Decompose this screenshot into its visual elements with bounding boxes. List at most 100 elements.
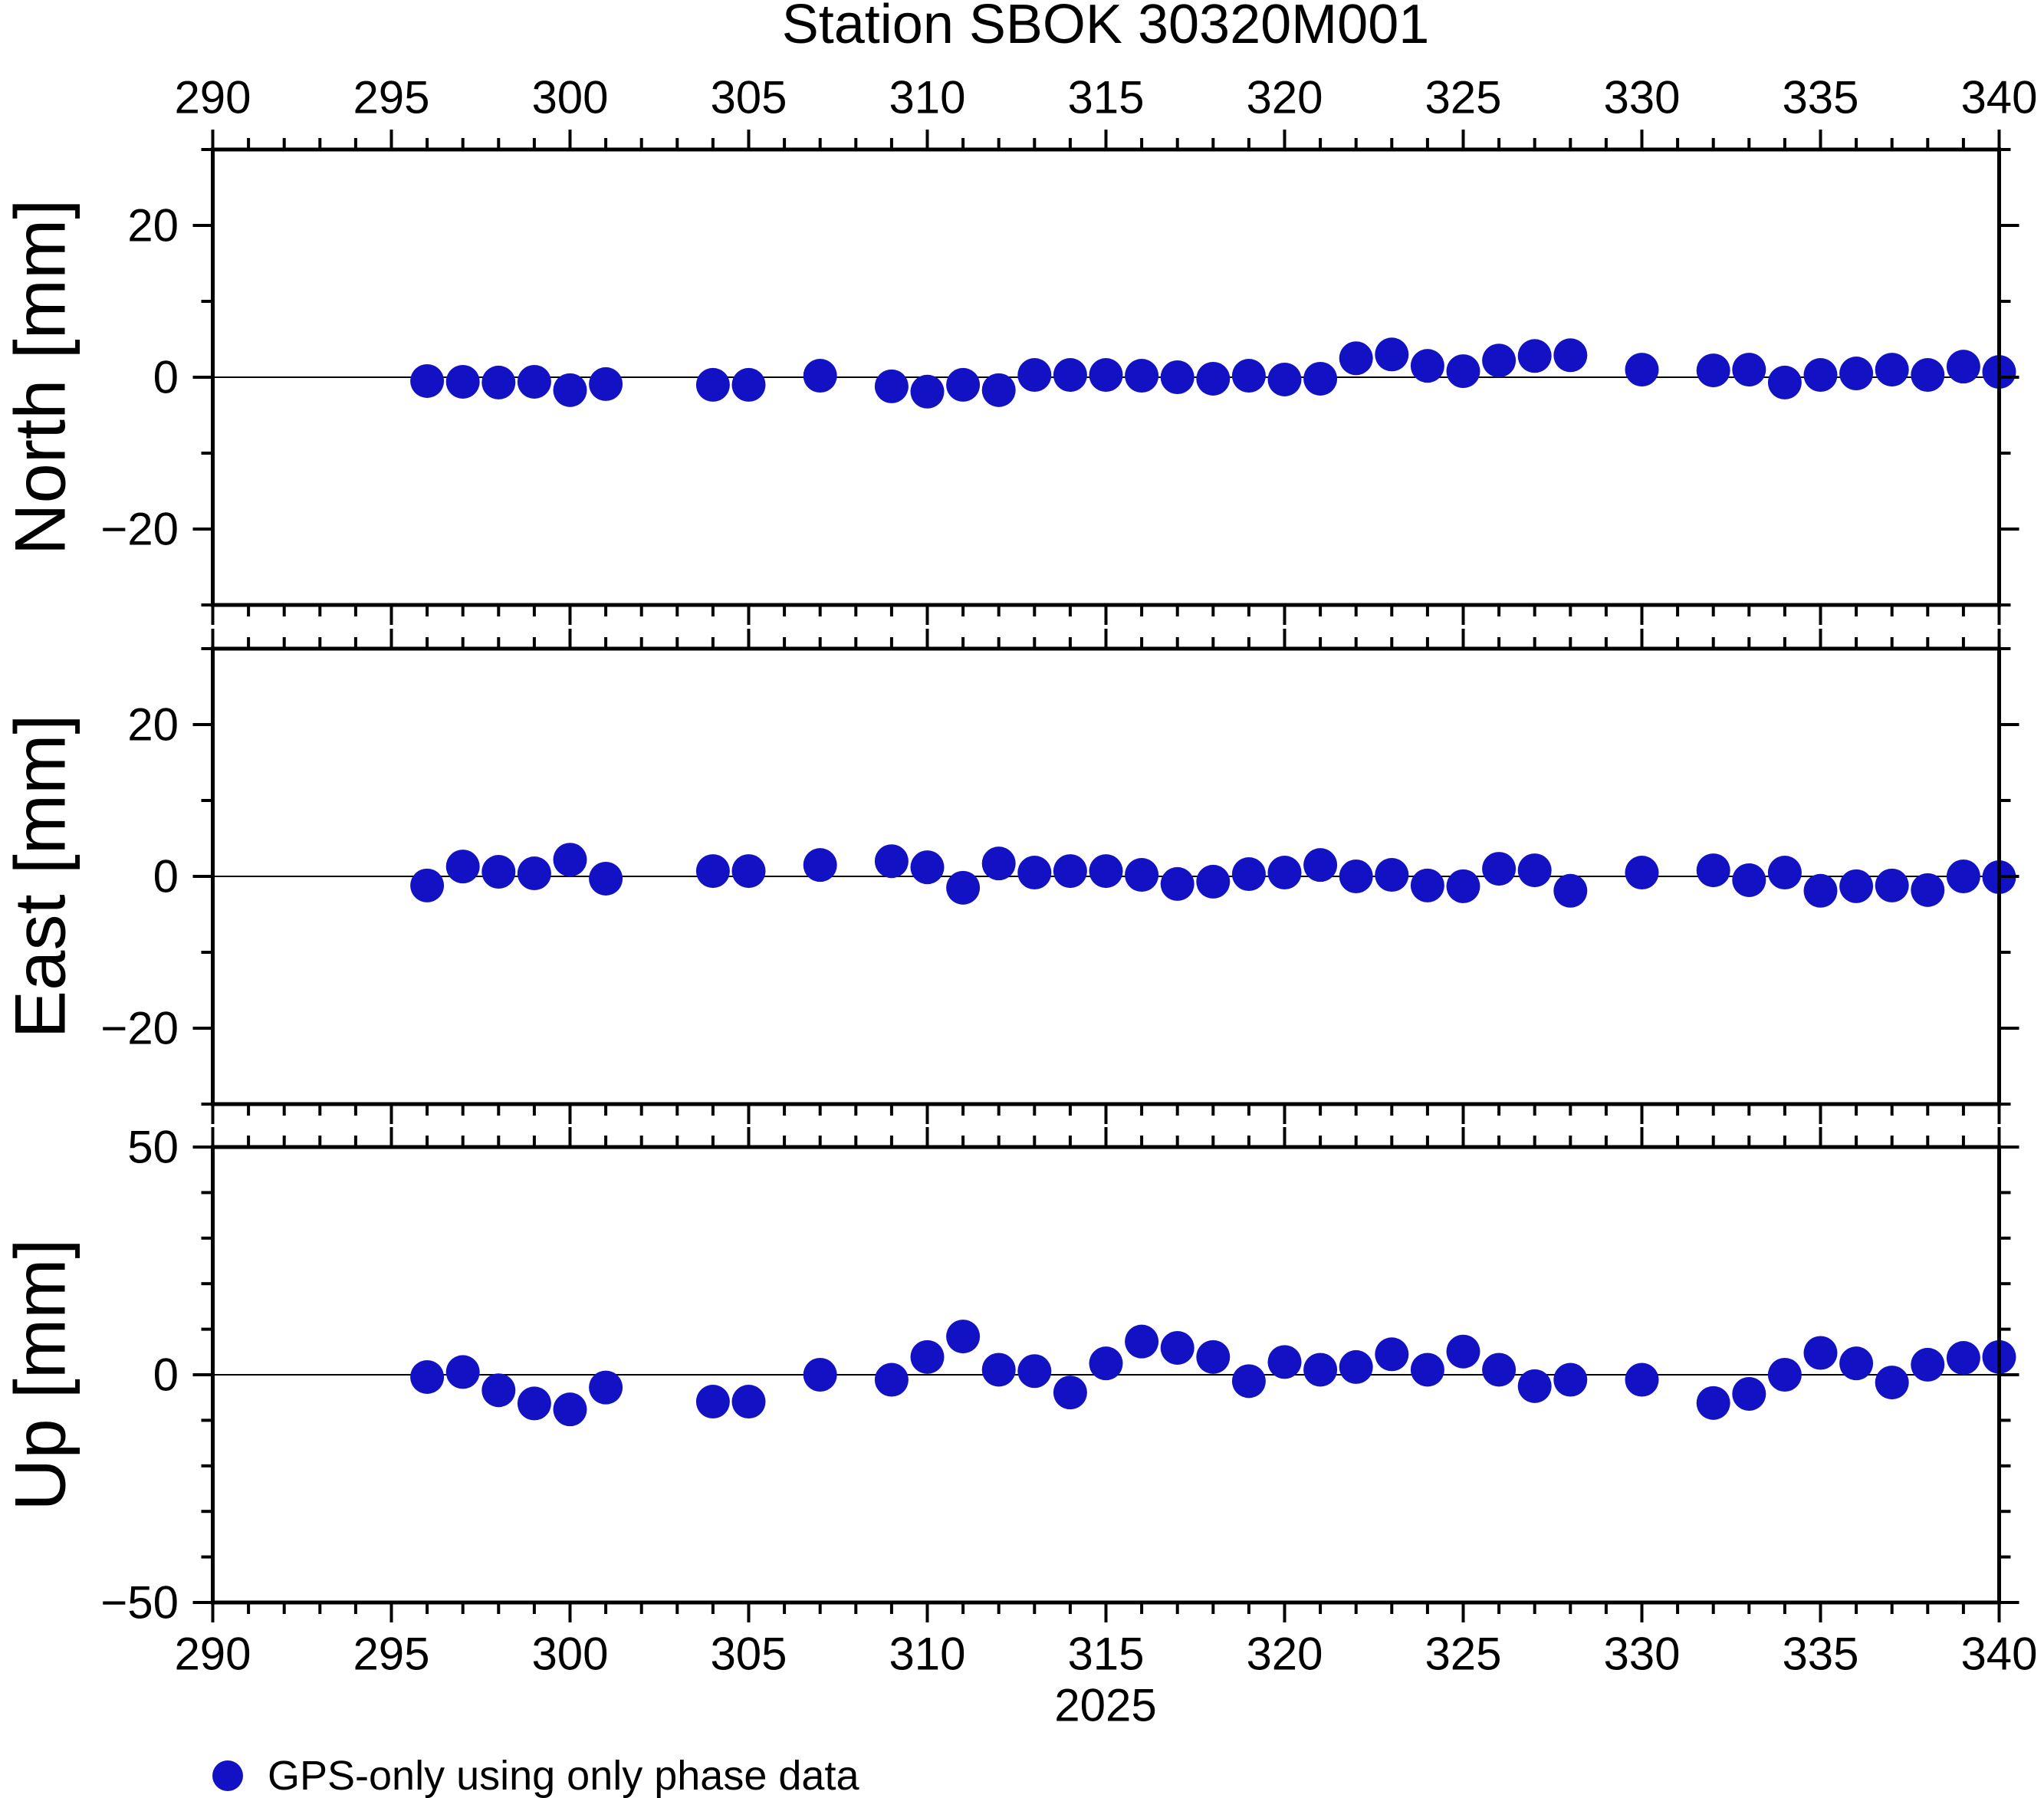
data-point xyxy=(1946,350,1980,384)
data-point xyxy=(1767,1358,1802,1392)
x-tick-label-bottom: 290 xyxy=(174,1629,251,1680)
data-point xyxy=(1231,1364,1266,1399)
y-axis-label-north: North [mm] xyxy=(0,199,81,556)
data-point xyxy=(1267,1345,1302,1379)
data-point xyxy=(1303,361,1338,396)
data-point xyxy=(1839,357,1874,391)
data-point xyxy=(589,367,623,401)
data-point xyxy=(410,868,445,902)
y-tick-label: 0 xyxy=(153,851,179,902)
legend: GPS-only using only phase data xyxy=(212,1753,859,1798)
data-point xyxy=(695,854,730,889)
data-point xyxy=(1160,1330,1195,1365)
data-point xyxy=(1017,1354,1052,1389)
data-point xyxy=(1303,1353,1338,1387)
data-point xyxy=(1767,856,1802,890)
data-point xyxy=(1911,358,1945,393)
data-point xyxy=(1375,858,1409,892)
data-point xyxy=(589,861,623,896)
data-point xyxy=(1482,343,1517,378)
data-point xyxy=(1482,1353,1517,1387)
x-tick-label-top: 325 xyxy=(1425,72,1501,123)
data-point xyxy=(1482,852,1517,886)
data-point xyxy=(1553,338,1588,373)
data-point xyxy=(1125,359,1159,393)
data-point xyxy=(1089,1346,1123,1381)
data-point xyxy=(946,870,981,905)
data-point xyxy=(410,1359,445,1394)
data-point xyxy=(1125,1324,1159,1359)
x-tick-label-bottom: 300 xyxy=(531,1629,608,1680)
x-tick-label-top: 320 xyxy=(1246,72,1323,123)
legend-label: GPS-only using only phase data xyxy=(268,1753,859,1798)
x-tick-label-top: 330 xyxy=(1603,72,1680,123)
y-axis-label-up: Up [mm] xyxy=(0,1238,81,1510)
data-point xyxy=(946,1320,981,1354)
data-point xyxy=(981,373,1016,407)
data-point xyxy=(1375,337,1409,372)
data-point xyxy=(1732,1376,1766,1411)
data-point xyxy=(1053,358,1087,393)
data-point xyxy=(1446,1334,1480,1369)
x-tick-label-top: 340 xyxy=(1960,72,2037,123)
data-point xyxy=(1875,1366,1909,1400)
data-point xyxy=(1089,854,1123,889)
data-point xyxy=(1875,353,1909,387)
data-point xyxy=(731,854,766,889)
data-point xyxy=(1803,358,1838,393)
data-point xyxy=(910,1339,945,1374)
y-tick-label: −20 xyxy=(100,1003,179,1054)
data-point xyxy=(1446,869,1480,903)
x-tick-label-bottom: 330 xyxy=(1603,1629,1680,1680)
data-point xyxy=(481,365,516,399)
x-tick-label-bottom: 305 xyxy=(710,1629,787,1680)
data-point xyxy=(445,1355,480,1389)
x-tick-label-bottom: 335 xyxy=(1782,1629,1858,1680)
data-point xyxy=(1410,1353,1444,1387)
data-point xyxy=(731,367,766,402)
data-point xyxy=(874,1362,909,1397)
data-point xyxy=(981,1353,1016,1387)
chart-title: Station SBOK 30320M001 xyxy=(782,0,1430,55)
data-point xyxy=(874,844,909,879)
data-point xyxy=(1696,353,1730,388)
data-point xyxy=(803,1358,837,1392)
x-tick-label-bottom: 315 xyxy=(1067,1629,1144,1680)
y-tick-label: 20 xyxy=(127,699,179,751)
data-point xyxy=(553,373,587,407)
x-tick-label-top: 295 xyxy=(353,72,429,123)
data-point xyxy=(1732,353,1766,387)
data-point xyxy=(1196,1339,1231,1374)
data-point xyxy=(1625,353,1659,387)
y-tick-label: 0 xyxy=(153,1349,179,1401)
data-point xyxy=(1696,1385,1730,1420)
data-point xyxy=(1160,866,1195,901)
y-tick-label: 0 xyxy=(153,352,179,403)
y-tick-label: 50 xyxy=(127,1122,179,1173)
data-point xyxy=(910,850,945,885)
data-point xyxy=(1231,359,1266,393)
legend-marker-icon xyxy=(212,1760,243,1791)
data-point xyxy=(589,1370,623,1405)
data-point xyxy=(1553,873,1588,908)
x-tick-label-top: 290 xyxy=(174,72,251,123)
data-point xyxy=(481,855,516,889)
data-point xyxy=(445,850,480,884)
data-point xyxy=(1339,1349,1373,1384)
data-point xyxy=(1446,354,1480,389)
data-point xyxy=(1410,349,1444,383)
data-point xyxy=(1875,868,1909,902)
data-point xyxy=(1125,858,1159,892)
data-point xyxy=(1339,341,1373,376)
x-tick-label-bottom: 320 xyxy=(1246,1629,1323,1680)
data-point xyxy=(1196,864,1231,899)
data-point xyxy=(1160,360,1195,394)
x-tick-label-top: 310 xyxy=(889,72,965,123)
x-tick-label-bottom: 325 xyxy=(1425,1629,1501,1680)
data-point xyxy=(517,856,551,891)
x-tick-label-top: 315 xyxy=(1067,72,1144,123)
data-point xyxy=(1839,869,1874,903)
data-point xyxy=(517,364,551,399)
data-point xyxy=(1017,358,1052,393)
